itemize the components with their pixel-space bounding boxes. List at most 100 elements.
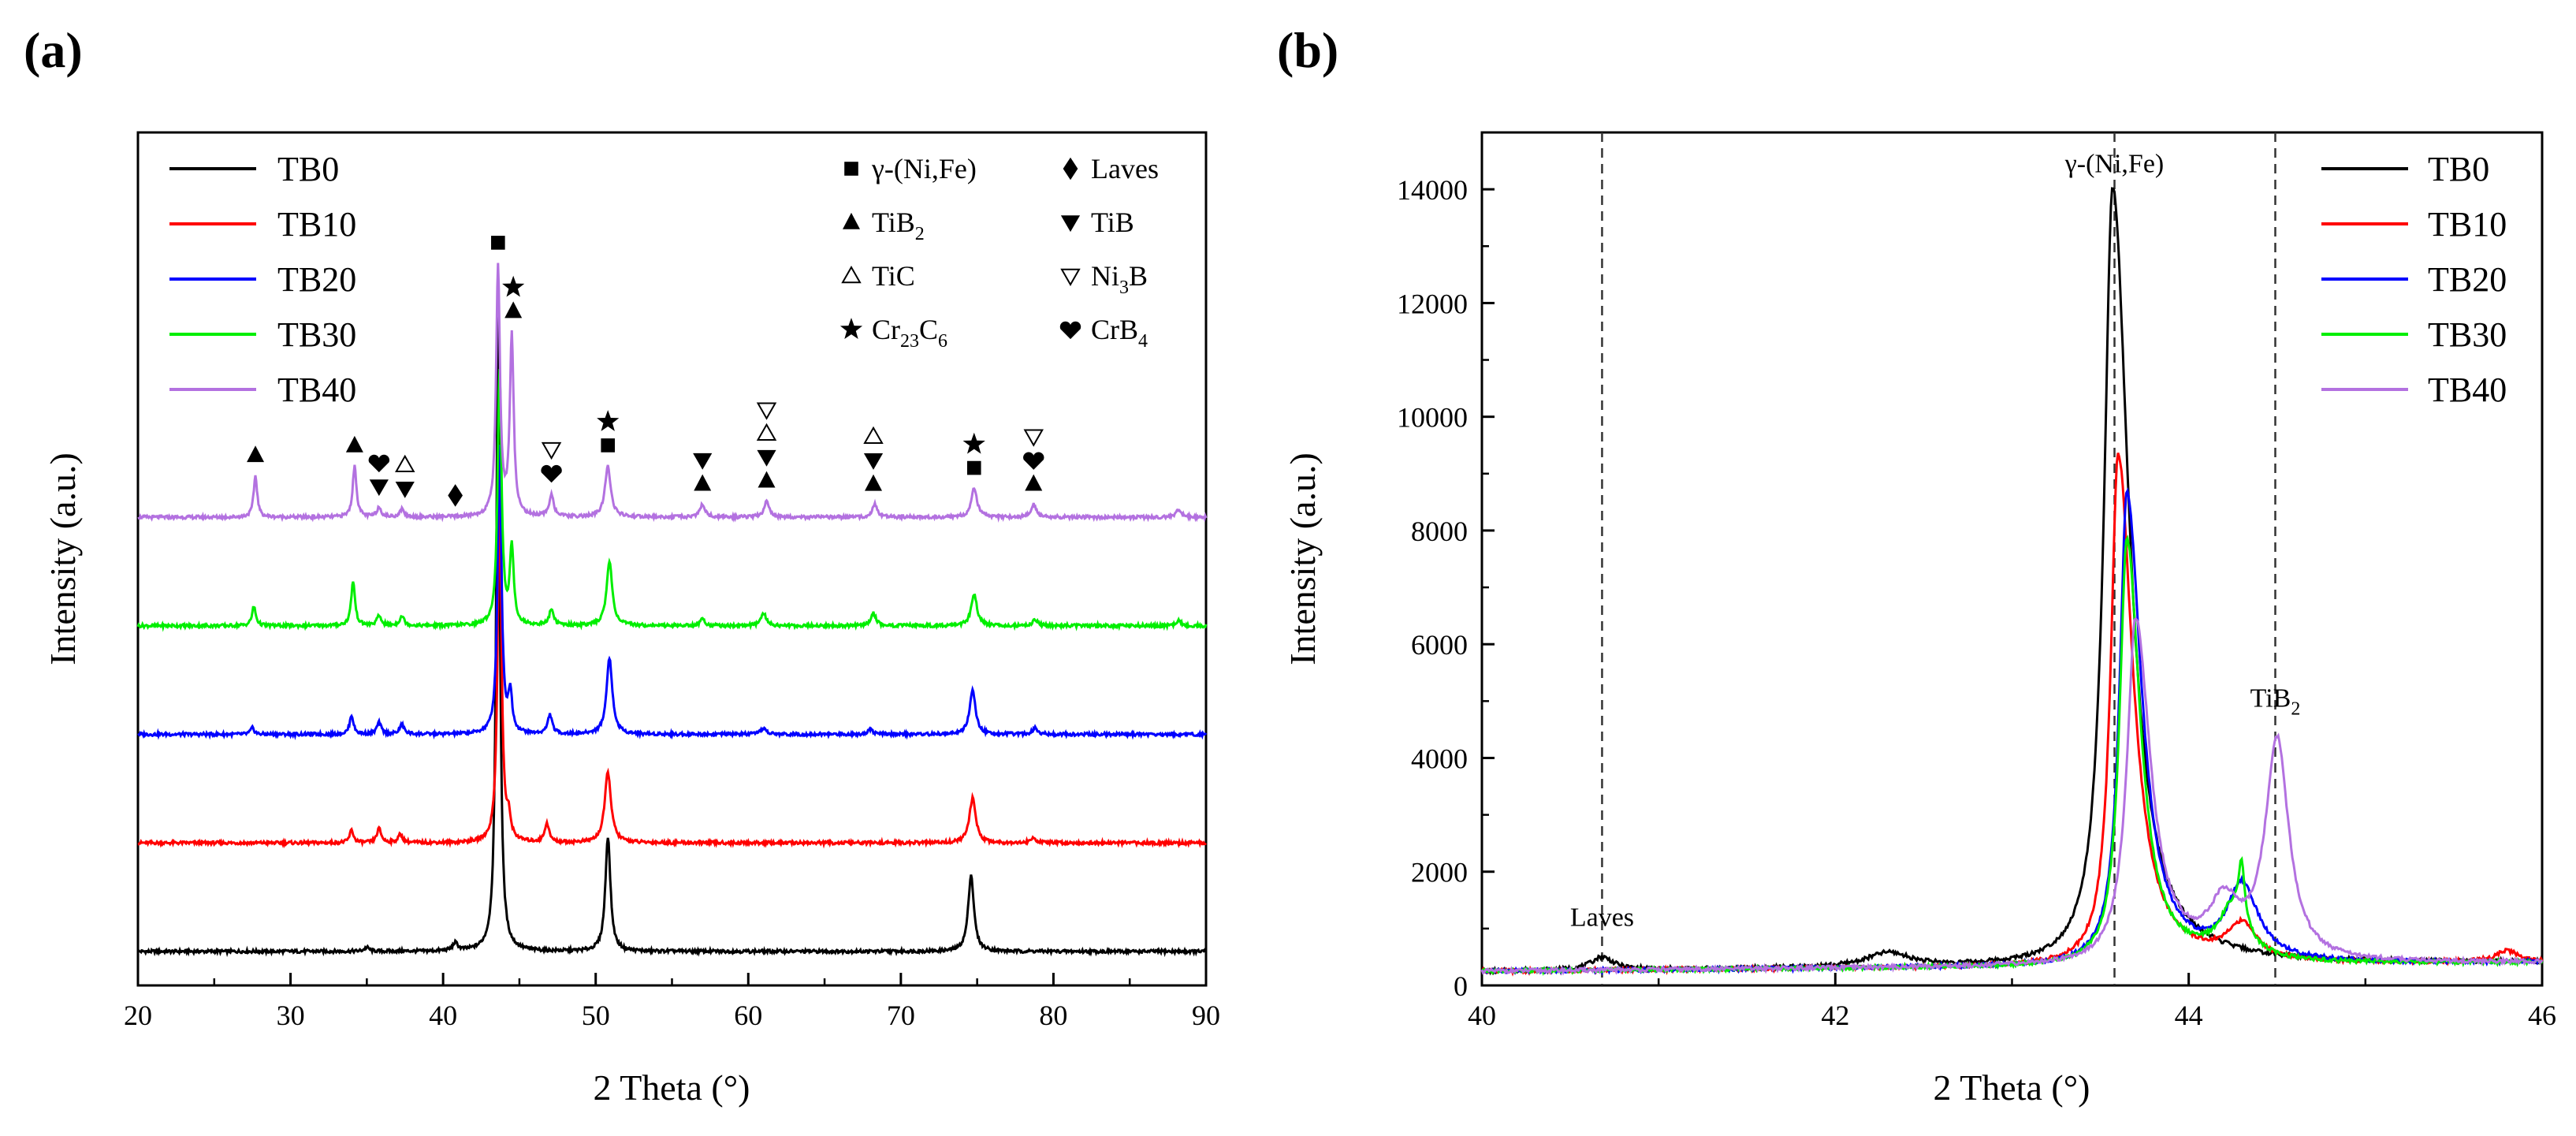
triangle-up-marker <box>1025 474 1043 491</box>
series-line-tb40 <box>1480 616 2544 976</box>
y-tick-label: 2000 <box>1411 857 1468 888</box>
triangle-up-open-marker <box>756 423 777 441</box>
heart-marker <box>1059 321 1081 340</box>
legend-label-tb40: TB40 <box>277 371 356 409</box>
triangle-up-open-marker <box>841 265 862 284</box>
triangle-down-marker <box>693 453 713 470</box>
series-line-tb10 <box>137 490 1208 849</box>
phase-legend-text: Laves <box>1091 153 1159 184</box>
triangle-up-marker <box>345 435 363 453</box>
legend-label-tb0: TB0 <box>277 150 339 188</box>
panel-b-ticks: 40 42 44 46 0 2000 4000 6000 8000 10000 12000 14000 <box>1397 174 2556 1031</box>
x-tick-label: 40 <box>429 1000 457 1031</box>
triangle-down-marker <box>369 479 389 497</box>
panel-a-label: (a) <box>24 22 83 78</box>
phase-legend-text: B <box>1129 260 1148 292</box>
series-line-tb0 <box>136 311 1208 958</box>
phase-legend-label: TiB <box>1091 207 1134 238</box>
x-tick-label: 30 <box>277 1000 305 1031</box>
panel-a-ylabel: Intensity (a.u.) <box>43 453 83 665</box>
square-marker <box>491 236 505 250</box>
x-tick-label: 80 <box>1039 1000 1067 1031</box>
panel-b-xlabel: 2 Theta (°) <box>1934 1067 2090 1108</box>
annotation-label: TiB2 <box>2250 684 2301 720</box>
phase-legend-label: γ-(Ni,Fe) <box>871 153 977 184</box>
annotation-label: γ-(Ni,Fe) <box>2064 149 2165 178</box>
x-tick-label: 40 <box>1468 1000 1496 1031</box>
legend-label-tb0: TB0 <box>2428 150 2489 188</box>
heart-marker <box>541 464 562 483</box>
annotation-subscript: 2 <box>2291 699 2300 720</box>
heart-marker <box>1023 452 1044 470</box>
triangle-down-marker <box>395 481 415 498</box>
panel-b-legend: TB0 TB10 TB20 TB30 TB40 <box>2321 150 2507 409</box>
legend-label-tb20: TB20 <box>277 260 356 299</box>
heart-marker <box>368 454 390 473</box>
triangle-up-marker <box>843 212 860 229</box>
annotation-text: TiB <box>2250 684 2291 713</box>
panel-b-series <box>1480 187 2544 977</box>
x-tick-label: 70 <box>887 1000 915 1031</box>
panel-b-ylabel: Intensity (a.u.) <box>1282 453 1323 665</box>
panel-a-phase-markers <box>247 236 1044 507</box>
x-tick-label: 44 <box>2175 1000 2203 1031</box>
phase-legend-label: Ni3B <box>1091 260 1148 298</box>
diamond-marker <box>448 484 463 507</box>
legend-label-tb30: TB30 <box>277 315 356 354</box>
x-tick-label: 20 <box>124 1000 152 1031</box>
phase-legend-text: 3 <box>1119 277 1129 298</box>
phase-legend-label: Laves <box>1091 153 1159 184</box>
star-marker <box>839 318 863 339</box>
star-marker <box>597 410 620 431</box>
triangle-up-marker <box>758 471 776 488</box>
y-tick-label: 14000 <box>1397 174 1468 206</box>
y-tick-label: 0 <box>1454 970 1468 1002</box>
phase-legend-text: C <box>919 314 938 345</box>
y-tick-label: 12000 <box>1397 288 1468 319</box>
phase-legend-text: 2 <box>915 224 925 244</box>
diamond-marker <box>1063 157 1078 181</box>
phase-legend-text: Cr <box>872 314 900 345</box>
panel-a-legend: TB0 TB10 TB20 TB30 TB40 <box>169 150 356 409</box>
x-tick-label: 90 <box>1192 1000 1220 1031</box>
star-marker <box>502 275 525 297</box>
legend-label-tb20: TB20 <box>2428 260 2507 299</box>
triangle-up-marker <box>247 445 265 463</box>
square-marker <box>844 162 858 176</box>
star-marker <box>962 432 985 454</box>
triangle-down-marker <box>1060 215 1081 233</box>
phase-legend-text: TiB <box>872 207 915 238</box>
phase-legend-label: CrB4 <box>1091 314 1148 352</box>
phase-legend-text: 4 <box>1138 331 1148 352</box>
x-tick-label: 60 <box>734 1000 762 1031</box>
triangle-down-open-marker <box>1023 429 1044 447</box>
triangle-down-open-marker <box>1060 268 1081 287</box>
x-tick-label: 42 <box>1821 1000 1849 1031</box>
y-tick-label: 10000 <box>1397 402 1468 434</box>
triangle-up-marker <box>694 474 712 491</box>
triangle-down-open-marker <box>541 441 562 460</box>
triangle-up-open-marker <box>395 454 415 472</box>
x-tick-label: 50 <box>582 1000 610 1031</box>
series-line-tb0 <box>1481 187 2544 976</box>
panel-a-chart: 2 Theta (°) Intensity (a.u.) 20 30 40 50 60 7… <box>43 131 1220 1108</box>
phase-legend-label: Cr23C6 <box>872 314 947 352</box>
phase-legend-text: 23 <box>900 331 919 352</box>
phase-legend-text: Ni <box>1091 260 1119 292</box>
series-line-tb30 <box>136 368 1208 632</box>
annotation-text: Laves <box>1570 903 1634 932</box>
legend-label-tb10: TB10 <box>277 205 356 244</box>
triangle-down-open-marker <box>756 402 777 420</box>
series-line-tb20 <box>1480 487 2543 976</box>
phase-legend-text: 6 <box>938 331 947 352</box>
panel-a-ticks: 20 30 40 50 60 70 80 90 <box>124 973 1220 1031</box>
phase-legend-text: γ-(Ni,Fe) <box>871 153 977 184</box>
triangle-up-marker <box>504 301 523 318</box>
phase-legend-text: CrB <box>1091 314 1138 345</box>
series-line-tb20 <box>137 445 1208 740</box>
triangle-up-open-marker <box>863 426 884 445</box>
legend-label-tb10: TB10 <box>2428 205 2507 244</box>
legend-label-tb30: TB30 <box>2428 315 2507 354</box>
